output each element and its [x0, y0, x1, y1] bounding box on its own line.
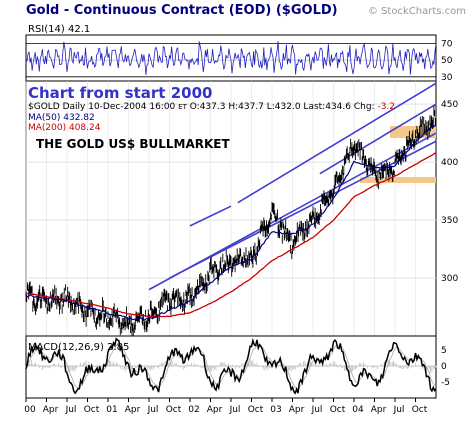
macd-tick-label: -5: [441, 378, 450, 388]
chart-title: Gold - Continuous Contract (EOD) ($GOLD): [26, 3, 338, 18]
channel-line: [319, 103, 437, 175]
rsi-tick-label: 70: [441, 39, 453, 49]
x-tick-label: Apr: [371, 405, 387, 415]
macd-label: MACD(12,26,9) 2.85: [28, 342, 129, 353]
x-tick-label: Jul: [147, 405, 159, 415]
x-tick-label: 04: [352, 405, 364, 415]
channel-line: [169, 140, 437, 279]
x-tick-label: Apr: [125, 405, 141, 415]
channel-line: [148, 132, 437, 291]
info-line: $GOLD Daily 10-Dec-2004 16:00 ET O:437.3…: [28, 102, 395, 112]
ma200-line: [25, 151, 437, 318]
x-tick-label: 00: [24, 405, 36, 415]
price-gridlines: [25, 81, 436, 336]
headline: Chart from start 2000: [28, 84, 212, 102]
rsi-line: [25, 41, 437, 75]
x-tick-label: 02: [188, 405, 199, 415]
rsi-label: RSI(14) 42.1: [28, 24, 90, 35]
support-band: [360, 177, 436, 183]
macd-line: [25, 337, 437, 395]
info-date: $GOLD Daily 10-Dec-2004 16:00: [28, 102, 176, 112]
rsi-tick-label: 30: [441, 73, 453, 83]
ma50-line: [25, 124, 437, 321]
rsi-label-bg: [28, 22, 108, 34]
info-change: -3.2: [377, 102, 395, 112]
x-tick-label: 03: [270, 405, 281, 415]
x-tick-label: Apr: [207, 405, 223, 415]
channel-line: [237, 82, 437, 204]
x-tick-label: Apr: [43, 405, 59, 415]
ma200-label: MA(200) 408.24: [28, 123, 101, 133]
info-values: O:437.3 H:437.7 L:432.0 Last:434.6 Chg:: [190, 102, 375, 112]
macd-tick-label: 0: [441, 362, 447, 372]
x-tick-label: Oct: [248, 405, 264, 415]
rsi-panel: [25, 34, 437, 82]
price-tick-label: 400: [441, 158, 458, 168]
rsi-tick-label: 50: [441, 56, 453, 66]
x-tick-label: 01: [106, 405, 117, 415]
channel-line: [189, 205, 232, 227]
x-tick-label: Jul: [229, 405, 241, 415]
info-et: ET: [178, 103, 187, 111]
x-tick-label: Oct: [412, 405, 428, 415]
macd-axis: 5 0 -5: [441, 346, 450, 388]
x-tick-label: Jul: [311, 405, 323, 415]
x-tick-label: Jul: [65, 405, 77, 415]
price-tick-label: 300: [441, 274, 458, 284]
x-axis: 00 Apr Jul Oct 01 Apr Jul Oct 02 Apr Jul Oct 03 Apr Ju…: [24, 398, 428, 415]
annotation: THE GOLD US$ BULLMARKET: [36, 137, 231, 151]
x-tick-label: Oct: [84, 405, 100, 415]
rsi-axis: 70 50 30: [441, 39, 453, 82]
price-tick-label: 350: [441, 216, 458, 226]
x-tick-label: Jul: [393, 405, 405, 415]
watermark: © StockCharts.com: [368, 6, 466, 17]
x-tick-label: Oct: [166, 405, 182, 415]
trend-channel-lines: [148, 82, 437, 291]
price-tick-label: 450: [441, 100, 458, 110]
ma50-label: MA(50) 432.82: [28, 113, 95, 123]
x-tick-label: Oct: [330, 405, 346, 415]
x-tick-label: Apr: [289, 405, 305, 415]
price-axis: 450 400 350 300: [441, 100, 458, 284]
macd-tick-label: 5: [441, 346, 447, 356]
